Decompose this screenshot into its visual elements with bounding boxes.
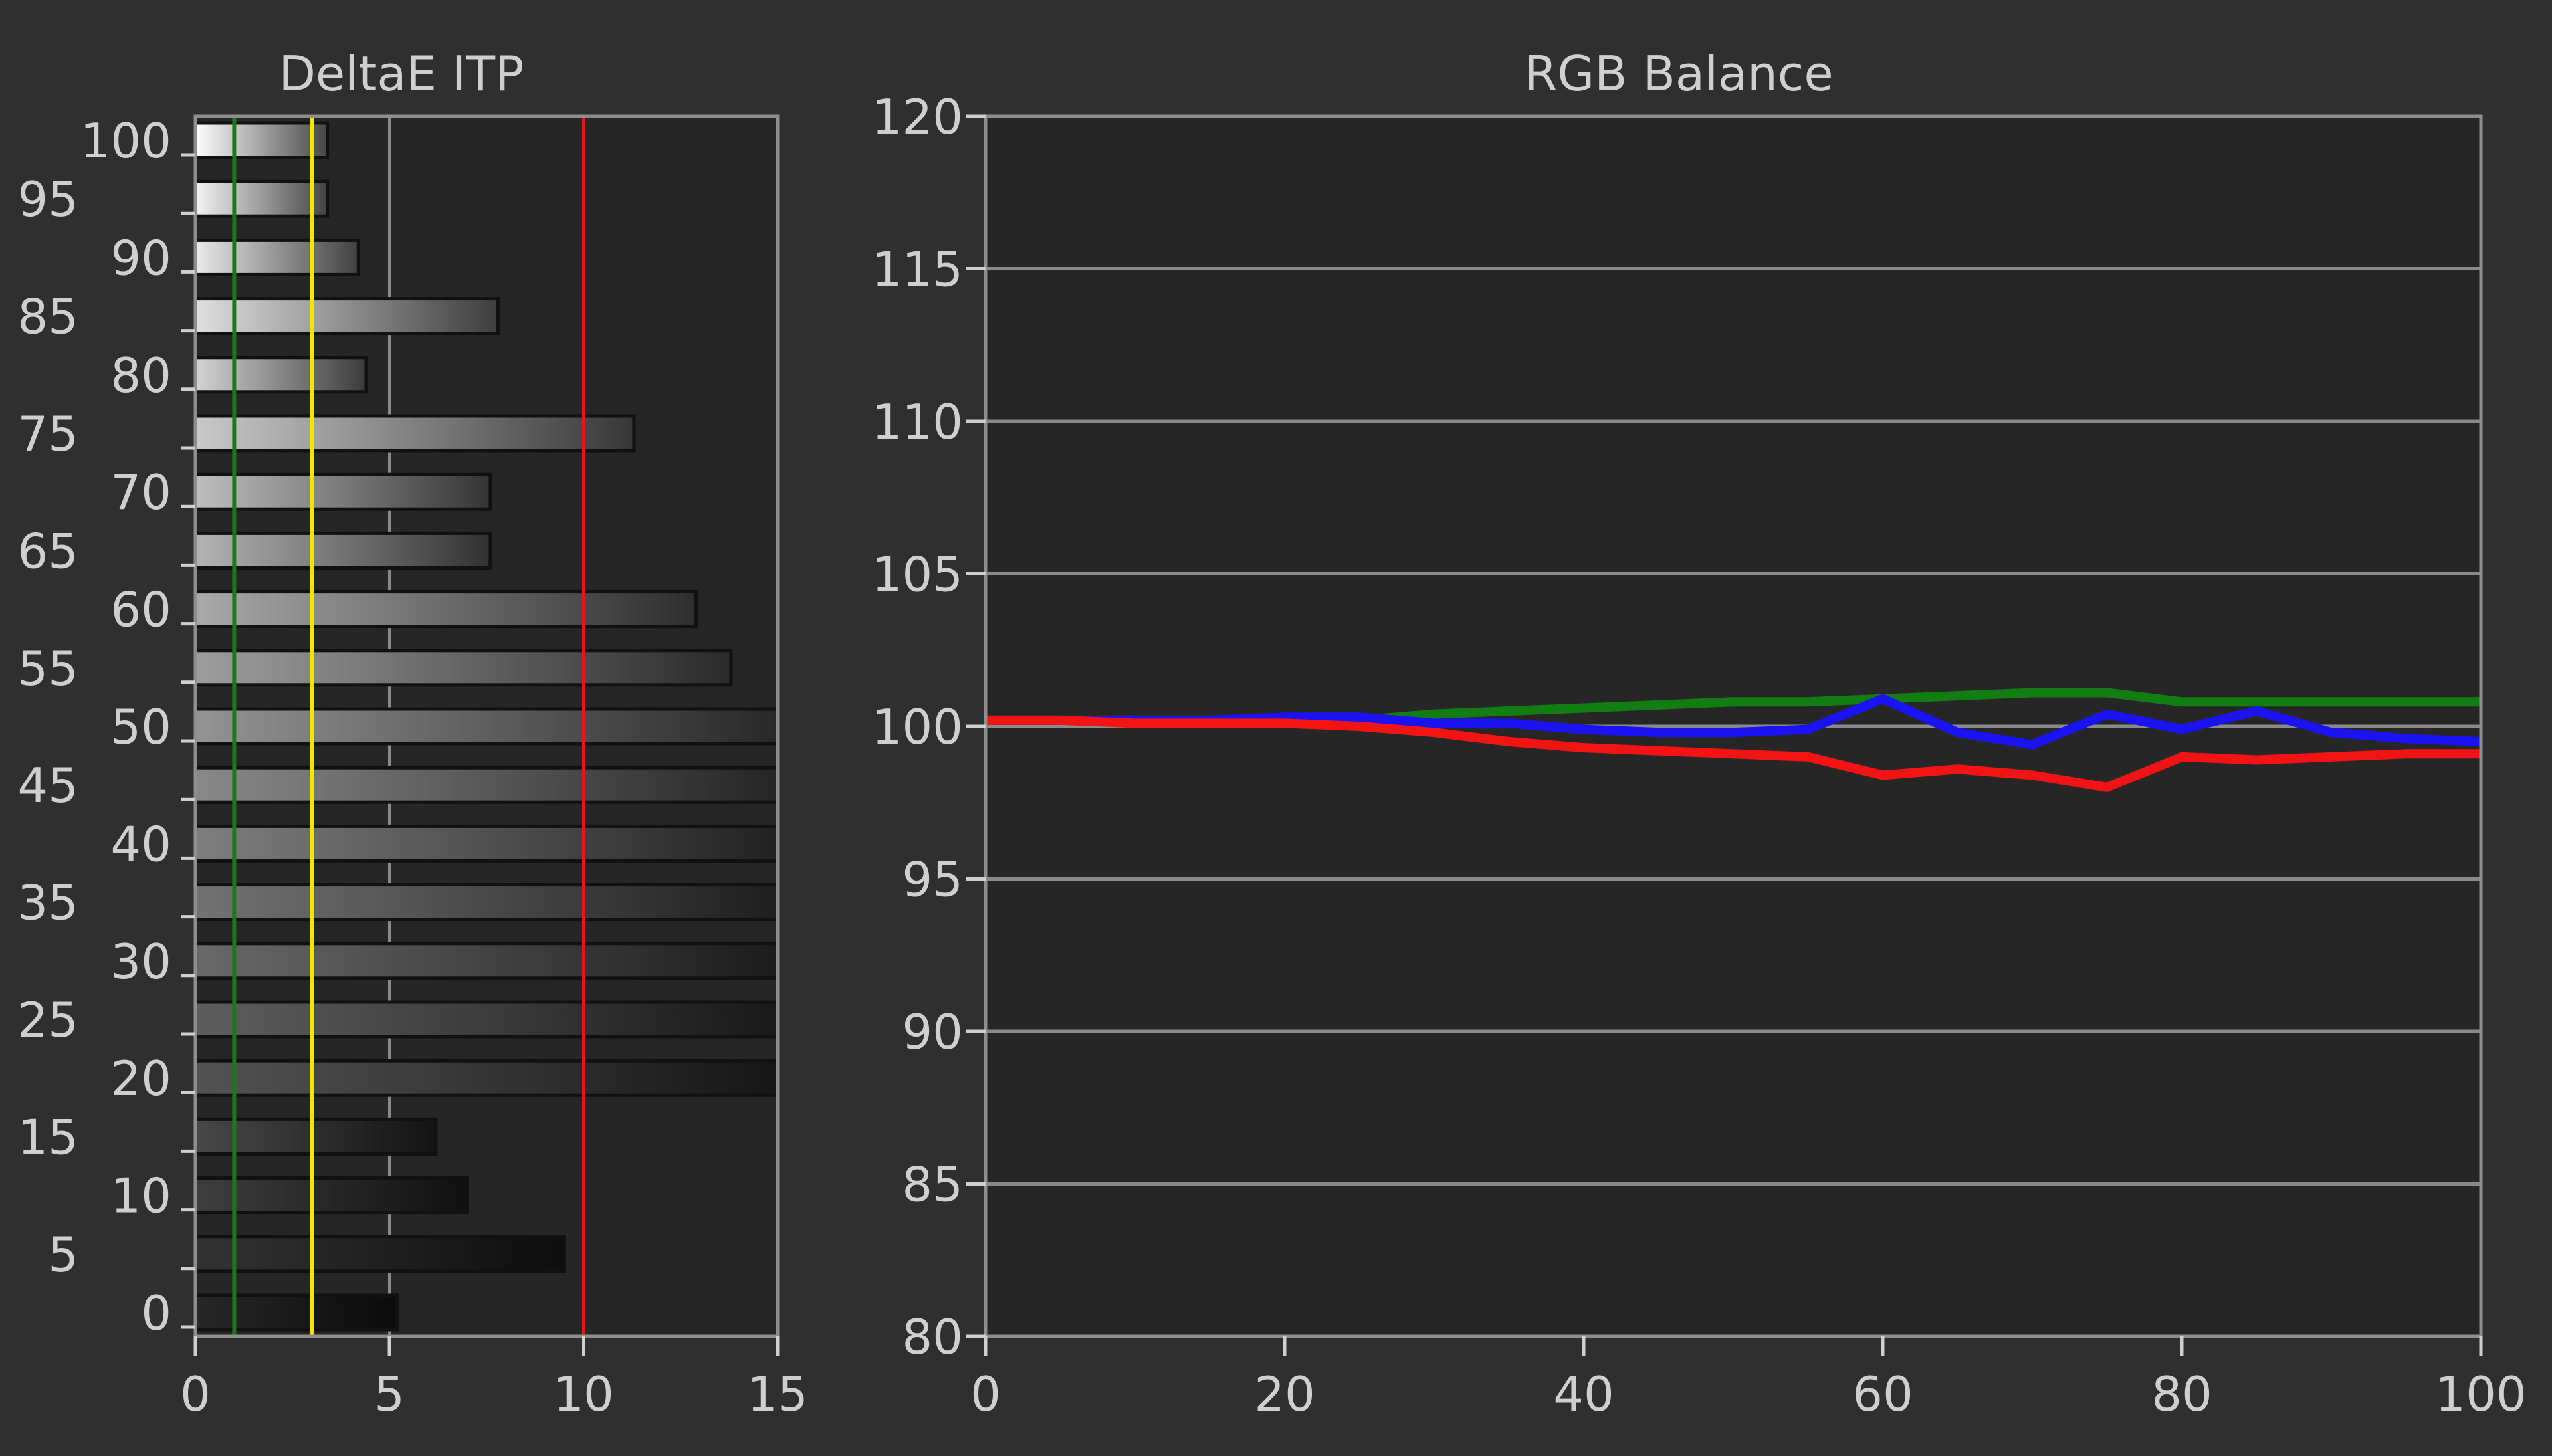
rgb-series-lines — [986, 688, 2482, 792]
deltae-y-tick-label: 35 — [17, 875, 78, 931]
deltae-plot-frame — [193, 114, 780, 1338]
deltae-bar — [193, 297, 500, 336]
deltae-bar — [193, 1117, 438, 1156]
rgb-x-tick-label: 0 — [970, 1366, 1001, 1422]
deltae-bar — [193, 1293, 399, 1332]
deltae-y-tick-label: 30 — [110, 934, 171, 989]
deltae-bar — [193, 179, 330, 218]
deltae-bar — [193, 707, 780, 746]
deltae-y-tick-label: 75 — [17, 406, 78, 462]
deltae-y-tick-label: 100 — [80, 113, 171, 169]
deltae-bar — [193, 1000, 780, 1039]
deltae-y-tick-label: 90 — [110, 230, 171, 286]
deltae-reference-lines — [232, 116, 585, 1336]
rgb-y-tick-label: 105 — [872, 547, 963, 603]
rgb-x-ticks: 0 20 40 60 80 100 — [970, 1336, 2527, 1422]
rgb-x-tick-label: 40 — [1553, 1366, 1614, 1422]
deltae-y-tick-label: 55 — [17, 641, 78, 696]
rgb-y-tick-label: 90 — [902, 1004, 963, 1060]
rgb-y-tick-label: 110 — [872, 394, 963, 450]
deltae-y-tick-label: 95 — [17, 171, 78, 227]
deltae-y-ticks: 0 5 10 15 20 25 30 35 40 45 50 55 60 65 70 75 80 85 90 9510… — [17, 113, 195, 1341]
deltae-bar — [193, 121, 330, 159]
deltae-y-tick-label: 60 — [110, 582, 171, 638]
deltae-bar — [193, 1059, 780, 1097]
rgb-y-tick-label: 120 — [872, 89, 963, 145]
deltae-bar — [193, 1235, 566, 1273]
deltae-y-tick-label: 10 — [110, 1168, 171, 1224]
deltae-x-tick-label: 5 — [374, 1366, 405, 1422]
rgb-x-tick-label: 20 — [1254, 1366, 1315, 1422]
rgb-y-tick-label: 115 — [872, 242, 963, 298]
rgb-red-line — [986, 715, 2481, 792]
rgb-y-tick-label: 85 — [902, 1157, 963, 1213]
deltae-y-tick-label: 15 — [17, 1109, 78, 1165]
rgb-y-tick-label: 80 — [902, 1309, 963, 1365]
deltae-bar — [193, 531, 492, 570]
deltae-y-tick-label: 80 — [110, 348, 171, 403]
deltae-y-tick-label: 45 — [17, 758, 78, 813]
deltae-y-tick-label: 65 — [17, 523, 78, 579]
rgb-y-tick-label: 95 — [902, 852, 963, 908]
deltae-bar — [193, 824, 780, 863]
deltae-x-tick-label: 15 — [747, 1366, 808, 1422]
rgb-x-tick-label: 60 — [1852, 1366, 1913, 1422]
deltae-bar — [193, 649, 733, 687]
deltae-y-tick-label: 50 — [110, 699, 171, 755]
deltae-bar — [193, 472, 492, 511]
deltae-y-tick-label: 70 — [110, 465, 171, 520]
deltae-bar — [193, 238, 360, 276]
rgb-x-tick-label: 100 — [2435, 1366, 2526, 1422]
deltae-bar — [193, 356, 368, 394]
deltae-x-tick-label: 10 — [553, 1366, 614, 1422]
deltae-bar — [193, 883, 780, 922]
deltae-x-tick-label: 0 — [180, 1366, 211, 1422]
rgb-x-tick-label: 80 — [2151, 1366, 2212, 1422]
deltae-y-tick-label: 85 — [17, 289, 78, 345]
deltae-bar — [193, 414, 636, 453]
rgb-title: RGB Balance — [1524, 46, 1833, 102]
rgb-y-ticks: 80 85 90 95 100 105 110 115 120 — [872, 89, 986, 1365]
deltae-y-tick-label: 25 — [17, 992, 78, 1048]
deltae-bar — [193, 1176, 469, 1215]
rgb-balance-chart: 80 85 90 95 100 105 110 115 120 0 20 40 60 80 100 RGB… — [872, 46, 2527, 1422]
rgb-y-tick-label: 100 — [872, 699, 963, 755]
deltae-y-tick-label: 5 — [48, 1227, 78, 1283]
deltae-title: DeltaE ITP — [278, 46, 524, 102]
deltae-bar — [193, 766, 780, 804]
deltae-y-tick-label: 0 — [141, 1285, 171, 1341]
deltae-x-ticks: 0 5 10 15 — [180, 1336, 808, 1422]
deltae-bar — [193, 590, 698, 629]
deltae-y-tick-label: 40 — [110, 816, 171, 872]
deltae-y-tick-label: 20 — [110, 1051, 171, 1106]
deltae-bar — [193, 942, 780, 980]
deltae-chart: 0510152025303540455055606570758085909510… — [17, 46, 807, 1422]
